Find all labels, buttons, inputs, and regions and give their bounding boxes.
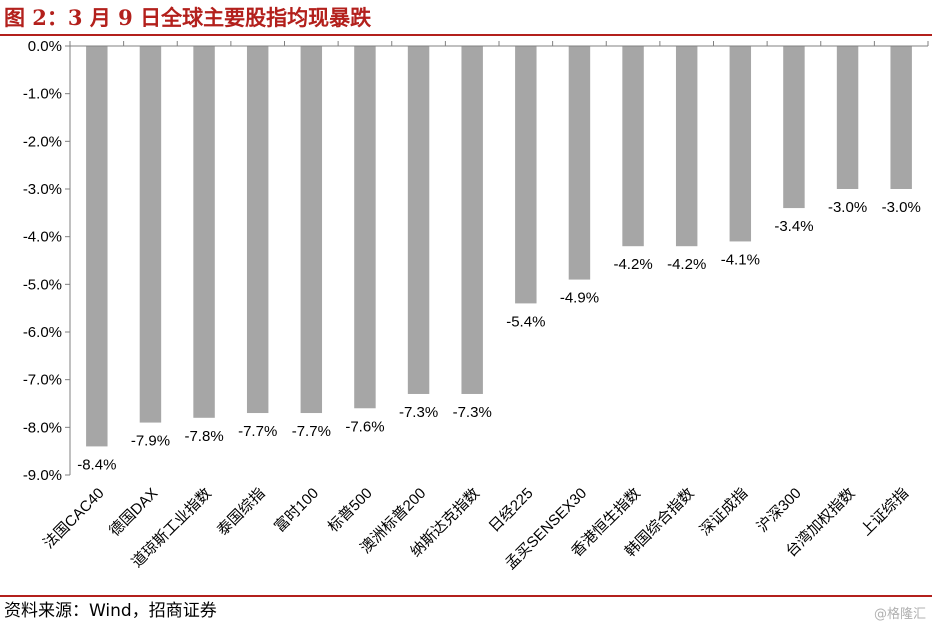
- bar: [139, 46, 162, 423]
- title-rule: [0, 34, 932, 36]
- bar: [675, 46, 698, 247]
- bars: [86, 46, 912, 447]
- x-tick-label: 富时100: [271, 484, 323, 536]
- x-tick-label: 德国DAX: [106, 484, 162, 540]
- x-tick-label: 沪深300: [754, 485, 805, 536]
- bar: [568, 46, 591, 280]
- watermark: @格隆汇: [873, 607, 926, 622]
- data-label: -7.3%: [453, 404, 492, 421]
- bar: [729, 46, 752, 242]
- y-tick-label: -6.0%: [23, 324, 62, 341]
- bar: [461, 46, 483, 394]
- y-tick-label: -9.0%: [23, 467, 62, 484]
- bar: [890, 46, 912, 189]
- data-label: -4.1%: [721, 251, 760, 268]
- data-label: -7.7%: [292, 423, 331, 440]
- y-tick-label: -3.0%: [23, 181, 62, 198]
- footer-rule: [0, 595, 932, 597]
- y-tick-label: -1.0%: [23, 86, 62, 103]
- data-label: -7.7%: [238, 423, 277, 440]
- bar: [354, 46, 376, 409]
- data-labels: -8.4% -7.9% -7.8% -7.7% -7.7% -7.6% -7.3% -7.3%…: [77, 199, 921, 473]
- x-tick-label: 法国CAC40: [40, 485, 107, 552]
- data-label: -7.6%: [345, 418, 384, 435]
- data-label: -3.0%: [828, 199, 867, 216]
- y-tick-label: -5.0%: [23, 276, 62, 293]
- bar: [246, 46, 269, 414]
- source-note: 资料来源：Wind，招商证券: [4, 601, 217, 621]
- x-tick-label: 上证综指: [858, 485, 912, 539]
- bar: [622, 46, 644, 247]
- y-tick-label: 0.0%: [28, 38, 62, 55]
- bar: [193, 46, 215, 418]
- data-label: -7.8%: [184, 428, 223, 445]
- x-tick-label: 日经225: [486, 485, 537, 536]
- data-label: -5.4%: [506, 313, 545, 330]
- data-label: -7.9%: [131, 433, 170, 450]
- data-label: -4.2%: [613, 256, 652, 273]
- data-label: -4.9%: [560, 290, 599, 307]
- y-tick-label: -4.0%: [23, 229, 62, 246]
- y-axis: 0.0% -1.0% -2.0% -3.0% -4.0% -5.0% -6.0% -7.0% -…: [23, 38, 71, 484]
- x-tick-label: 泰国综指: [214, 485, 268, 539]
- bar: [515, 46, 537, 304]
- bar: [407, 46, 430, 394]
- bar: [836, 46, 859, 189]
- chart-title: 图 2：3 月 9 日全球主要股指均现暴跌: [4, 5, 372, 30]
- x-tick-label: 深证成指: [697, 485, 751, 539]
- data-label: -7.3%: [399, 404, 438, 421]
- y-tick-label: -2.0%: [23, 133, 62, 150]
- bar-chart: 0.0%-1.0%-2.0%-3.0%-4.0%-5.0%-6.0%-7.0%-…: [23, 38, 929, 573]
- y-tick-label: -8.0%: [23, 419, 62, 436]
- bar: [86, 46, 108, 447]
- data-label: -3.0%: [882, 199, 921, 216]
- data-label: -3.4%: [774, 218, 813, 235]
- data-label: -4.2%: [667, 256, 706, 273]
- bar: [300, 46, 323, 414]
- data-label: -8.4%: [77, 456, 116, 473]
- bar: [783, 46, 805, 209]
- x-tick-label: 标普500: [325, 485, 376, 536]
- y-tick-label: -7.0%: [23, 372, 62, 389]
